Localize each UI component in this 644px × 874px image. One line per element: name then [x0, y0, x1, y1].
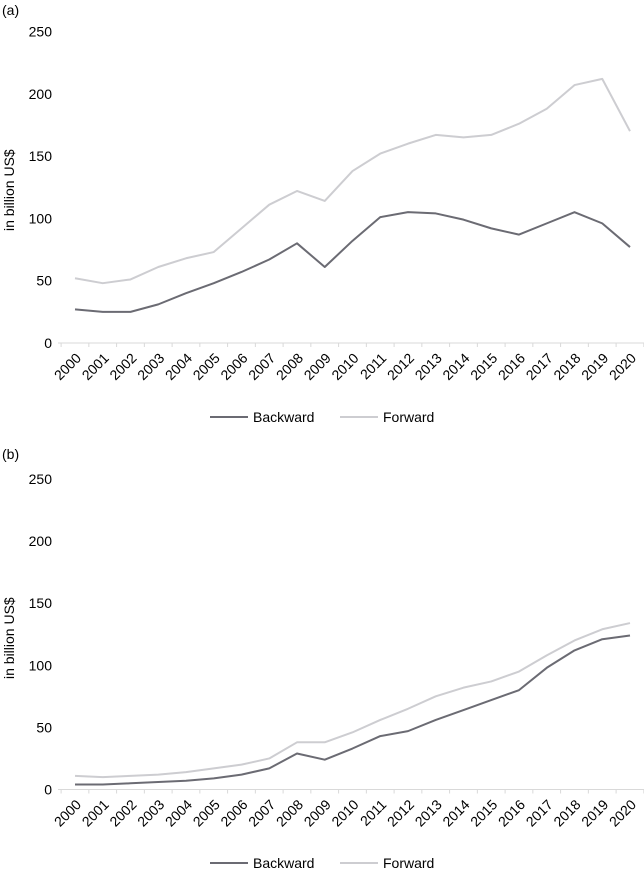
x-tick-label: 2003: [134, 796, 167, 829]
y-tick-label: 50: [36, 719, 52, 735]
x-tick-label: 2017: [523, 796, 556, 829]
x-tick-label: 2002: [106, 796, 139, 829]
x-tick-label: 2015: [467, 796, 500, 829]
x-tick-label: 2014: [439, 350, 472, 383]
panel-label-a: (a): [2, 2, 20, 18]
legend-label-backward: Backward: [253, 409, 314, 425]
x-tick-label: 2007: [245, 796, 278, 829]
y-tick-label: 100: [29, 210, 53, 226]
y-tick-label: 200: [29, 86, 53, 102]
x-tick-label: 2016: [495, 796, 528, 829]
x-tick-label: 2001: [79, 796, 112, 829]
x-tick-label: 2008: [273, 350, 306, 383]
y-tick-label: 200: [29, 533, 53, 549]
x-tick-label: 2012: [384, 796, 417, 829]
series-backward-line: [75, 634, 631, 786]
x-tick-label: 2010: [328, 796, 361, 829]
y-tick-label: 150: [29, 148, 53, 164]
x-tick-label: 2005: [190, 350, 223, 383]
series-forward-line: [74, 77, 631, 285]
y-tick-label: 150: [29, 595, 53, 611]
x-tick-label: 2006: [217, 350, 250, 383]
y-tick-label: 100: [29, 657, 53, 673]
x-tick-label: 2009: [301, 350, 334, 383]
x-tick-label: 2016: [495, 350, 528, 383]
x-tick-label: 2020: [606, 796, 639, 829]
x-tick-label: 2018: [550, 796, 583, 829]
chart-b: 0501001502002502000200120022003200420052…: [29, 471, 644, 871]
x-tick-label: 2008: [273, 796, 306, 829]
x-tick-label: 2000: [51, 796, 84, 829]
x-tick-label: 2005: [190, 796, 223, 829]
x-tick-label: 2006: [217, 796, 250, 829]
x-tick-label: 2012: [384, 350, 417, 383]
legend-label-forward: Forward: [383, 855, 434, 871]
y-tick-label: 50: [36, 273, 52, 289]
y-tick-label: 0: [44, 335, 52, 351]
x-tick-label: 2004: [162, 350, 195, 383]
y-tick-label: 0: [44, 782, 52, 798]
x-tick-label: 2007: [245, 350, 278, 383]
x-tick-label: 2011: [357, 796, 390, 829]
x-tick-label: 2013: [412, 350, 445, 383]
panel-label-b: (b): [2, 446, 20, 462]
figure-panel-b: (b) in billion US$ 0 50 100 150 200 250 2000 20…: [0, 437, 644, 874]
x-tick-label: 2018: [550, 350, 583, 383]
chart-a: 0501001502002502000200120022003200420052…: [29, 24, 644, 425]
x-tick-label: 2000: [51, 350, 84, 383]
series-backward-line: [74, 211, 631, 313]
x-tick-label: 2002: [106, 350, 139, 383]
x-tick-label: 2013: [412, 796, 445, 829]
y-tick-label: 250: [29, 471, 53, 487]
x-tick-label: 2010: [328, 350, 361, 383]
series-forward-line: [74, 622, 631, 779]
x-tick-label: 2019: [578, 350, 611, 383]
x-tick-label: 2003: [134, 350, 167, 383]
x-tick-label: 2009: [301, 796, 334, 829]
x-tick-label: 2019: [578, 796, 611, 829]
x-tick-label: 2020: [606, 350, 639, 383]
x-tick-label: 2015: [467, 350, 500, 383]
x-tick-label: 2011: [357, 350, 390, 383]
x-tick-label: 2017: [523, 350, 556, 383]
x-tick-label: 2001: [79, 350, 112, 383]
figure-panel-a: (a) in billion US$ 0 50 100 150 200 250 2000 20…: [1, 2, 644, 425]
x-tick-label: 2004: [162, 796, 195, 829]
legend-label-forward: Forward: [383, 409, 434, 425]
x-tick-label: 2014: [439, 796, 472, 829]
y-tick-label: 250: [29, 24, 53, 40]
legend-label-backward: Backward: [253, 855, 314, 871]
